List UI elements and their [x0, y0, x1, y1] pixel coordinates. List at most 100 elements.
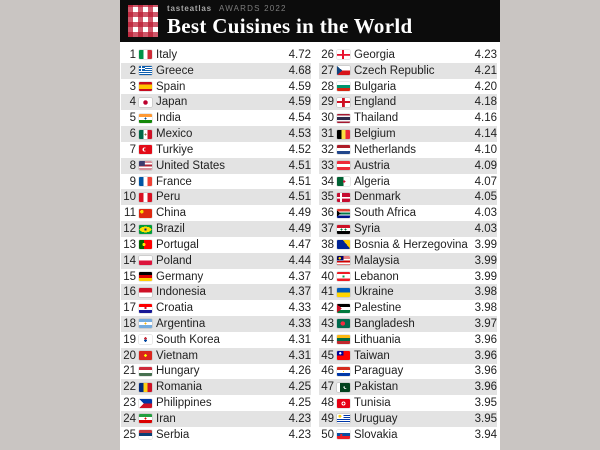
country-flag-icon: [337, 303, 350, 313]
score-cell: 3.94: [474, 428, 497, 441]
ranking-row: 44 Lithuania 3.96: [319, 332, 497, 348]
rank-cell: 27: [321, 64, 334, 77]
rank-cell: 26: [321, 48, 334, 61]
ranking-row: 41 Ukraine 3.98: [319, 284, 497, 301]
score-cell: 4.49: [288, 207, 311, 220]
country-flag-icon: [337, 398, 350, 408]
country-flag-icon: [139, 414, 152, 424]
country-name: Paraguay: [354, 365, 404, 378]
rank-cell: 15: [123, 270, 136, 283]
country-flag-icon: [337, 82, 350, 92]
score-cell: 3.95: [474, 397, 497, 410]
rank-cell: 44: [321, 333, 334, 346]
score-cell: 3.96: [474, 365, 497, 378]
brand-name: tasteatlas: [167, 4, 212, 13]
rank-column-left: 1 Italy 4.72 2 Greece 4.68 3 Spain 4.59 …: [121, 47, 311, 443]
cuisine-ranking-infographic: tasteatlas AWARDS 2022 Best Cuisines in …: [120, 0, 500, 450]
country-flag-icon: [139, 82, 152, 92]
country-name: Netherlands: [354, 143, 417, 156]
ranking-row: 31 Belgium 4.14: [319, 126, 497, 142]
ranking-row: 14 Poland 4.44: [121, 252, 311, 269]
rank-cell: 2: [129, 64, 136, 77]
country-name: Malaysia: [354, 254, 400, 267]
country-name: Peru: [156, 191, 181, 204]
infographic-header: tasteatlas AWARDS 2022 Best Cuisines in …: [120, 0, 500, 42]
score-cell: 4.51: [288, 159, 311, 172]
score-cell: 3.97: [474, 317, 497, 330]
country-flag-icon: [337, 129, 350, 139]
rank-cell: 34: [321, 175, 334, 188]
country-flag-icon: [139, 430, 152, 440]
ranking-row: 11 China 4.49: [121, 205, 311, 221]
country-flag-icon: [139, 113, 152, 123]
country-name: Iran: [156, 412, 176, 425]
score-cell: 4.03: [474, 223, 497, 236]
score-cell: 4.21: [474, 64, 497, 77]
ranking-row: 36 South Africa 4.03: [319, 205, 497, 221]
score-cell: 3.99: [474, 270, 497, 283]
score-cell: 4.23: [288, 412, 311, 425]
ranking-row: 4 Japan 4.59: [121, 94, 311, 111]
ranking-row: 32 Netherlands 4.10: [319, 142, 497, 158]
rank-cell: 31: [321, 128, 334, 141]
ranking-row: 2 Greece 4.68: [121, 62, 311, 79]
rank-cell: 3: [129, 80, 136, 93]
ranking-row: 7 Turkiye 4.52: [121, 142, 311, 158]
score-cell: 4.20: [474, 80, 497, 93]
rank-cell: 14: [123, 254, 136, 267]
score-cell: 4.33: [288, 302, 311, 315]
score-cell: 4.52: [288, 143, 311, 156]
rank-cell: 32: [321, 143, 334, 156]
ranking-row: 25 Serbia 4.23: [121, 427, 311, 443]
ranking-row: 15 Germany 4.37: [121, 269, 311, 285]
ranking-row: 43 Bangladesh 3.97: [319, 316, 497, 332]
country-name: Portugal: [156, 238, 199, 251]
country-name: Taiwan: [354, 349, 390, 362]
rank-cell: 37: [321, 223, 334, 236]
ranking-row: 16 Indonesia 4.37: [121, 284, 311, 301]
country-flag-icon: [337, 208, 350, 218]
country-flag-icon: [337, 366, 350, 376]
ranking-row: 27 Czech Republic 4.21: [319, 62, 497, 79]
country-name: Poland: [156, 254, 192, 267]
score-cell: 3.96: [474, 333, 497, 346]
country-flag-icon: [139, 161, 152, 171]
rank-cell: 16: [123, 286, 136, 299]
score-cell: 4.31: [288, 349, 311, 362]
rank-column-right: 26 Georgia 4.23 27 Czech Republic 4.21 2…: [319, 47, 497, 443]
page-title: Best Cuisines in the World: [167, 14, 413, 38]
ranking-row: 49 Uruguay 3.95: [319, 411, 497, 427]
country-name: Serbia: [156, 428, 190, 441]
country-flag-icon: [139, 256, 152, 266]
country-flag-icon: [139, 240, 152, 250]
country-name: Tunisia: [354, 397, 391, 410]
country-flag-icon: [139, 129, 152, 139]
country-name: England: [354, 96, 397, 109]
country-name: Romania: [156, 381, 203, 394]
ranking-row: 28 Bulgaria 4.20: [319, 79, 497, 95]
country-flag-icon: [139, 335, 152, 345]
country-name: Brazil: [156, 223, 185, 236]
ranking-row: 24 Iran 4.23: [121, 411, 311, 427]
ranking-row: 40 Lebanon 3.99: [319, 269, 497, 285]
ranking-row: 9 France 4.51: [121, 174, 311, 190]
country-flag-icon: [337, 177, 350, 187]
rank-cell: 29: [321, 96, 334, 109]
country-name: United States: [156, 159, 226, 172]
country-flag-icon: [337, 272, 350, 281]
ranking-row: 47 Pakistan 3.96: [319, 379, 497, 396]
rank-cell: 17: [123, 302, 136, 315]
country-flag-icon: [139, 303, 152, 313]
rank-cell: 41: [321, 286, 334, 299]
country-flag-icon: [337, 50, 350, 60]
tasteatlas-gingham-logo-icon: [128, 5, 158, 37]
score-cell: 4.23: [474, 48, 497, 61]
score-cell: 4.51: [288, 175, 311, 188]
ranking-row: 34 Algeria 4.07: [319, 174, 497, 190]
score-cell: 4.68: [288, 64, 311, 77]
ranking-row: 42 Palestine 3.98: [319, 300, 497, 316]
rank-cell: 13: [123, 238, 136, 251]
rank-cell: 45: [321, 349, 334, 362]
ranking-row: 1 Italy 4.72: [121, 47, 311, 63]
ranking-row: 17 Croatia 4.33: [121, 300, 311, 316]
